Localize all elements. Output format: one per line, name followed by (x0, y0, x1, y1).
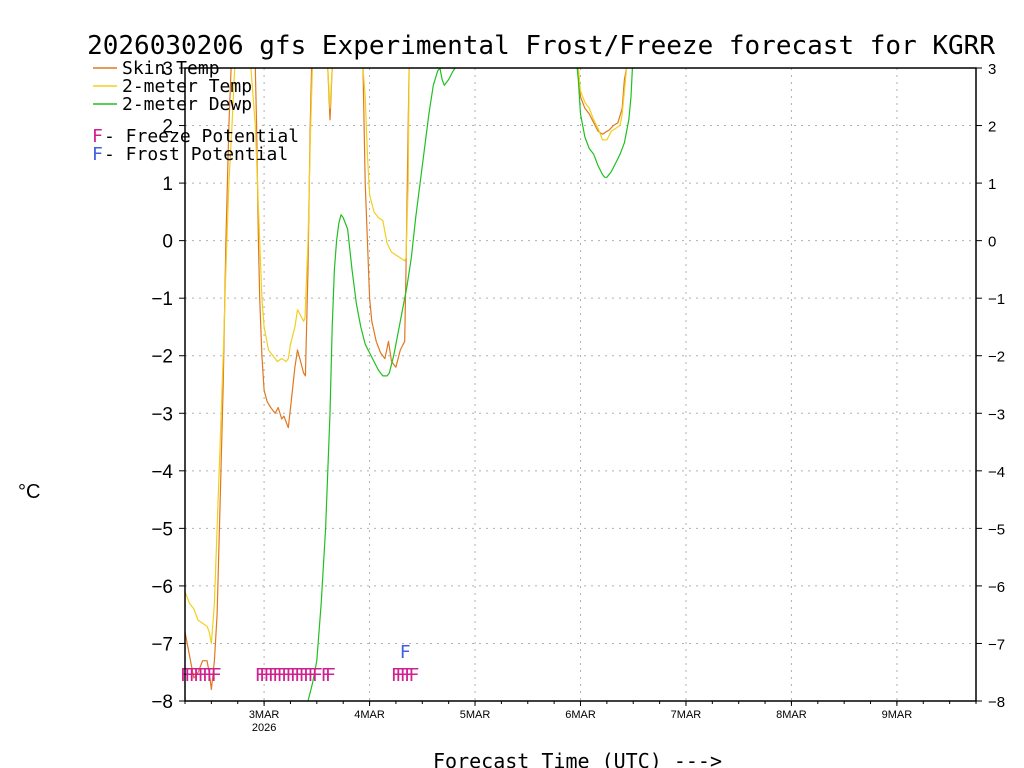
freeze-marker: F (189, 665, 200, 686)
grid (185, 68, 976, 701)
freeze-marker: F (206, 665, 217, 686)
freeze-marker: F (321, 665, 332, 686)
freeze-marker: F (211, 665, 222, 686)
x-tick-label: 4MAR (354, 709, 385, 721)
legend-marker: F (92, 144, 103, 165)
freeze-marker: F (259, 665, 270, 686)
legend-marker: F (92, 126, 103, 147)
x-tick-label: 5MAR (460, 709, 491, 721)
y-tick-label-right: 1 (988, 176, 996, 193)
freeze-marker: F (404, 665, 415, 686)
legend-label: - Frost Potential (104, 144, 288, 165)
freeze-marker: F (312, 665, 323, 686)
x-axis-label: Forecast Time (UTC) ---> (433, 749, 722, 768)
series-line-2-meter-dewp (307, 68, 634, 701)
freeze-marker: F (400, 665, 411, 686)
y-tick-label: 1 (162, 174, 173, 195)
freeze-marker: F (268, 665, 279, 686)
y-tick-label: −5 (151, 519, 173, 540)
legend-label: 2-meter Dewp (122, 94, 252, 115)
x-tick-label: 6MAR (565, 709, 596, 721)
y-axis-left: −8 −7 −6 −5 −4 −3 −2 −1 0 1 2 3 (151, 59, 185, 713)
series-group (185, 68, 634, 701)
y-tick-label-right: −2 (988, 349, 1005, 366)
freeze-marker: F (272, 665, 283, 686)
y-tick-label: −6 (151, 577, 173, 598)
freeze-marker: F (277, 665, 288, 686)
freeze-marker: F (294, 665, 305, 686)
freeze-marker: F (395, 665, 406, 686)
x-tick-label: 9MAR (882, 709, 913, 721)
y-tick-label-right: −7 (988, 636, 1005, 653)
legend-label: - Freeze Potential (104, 126, 299, 147)
y-tick-label: −7 (151, 634, 173, 655)
legend-label: Skin Temp (122, 58, 220, 79)
y-tick-label-right: 2 (988, 119, 996, 136)
y-tick-label: −8 (151, 692, 173, 713)
x-tick-label: 3MAR (249, 709, 280, 721)
freeze-marker: F (409, 665, 420, 686)
y-tick-label: 2 (162, 117, 173, 138)
y-tick-label-right: −5 (988, 521, 1005, 538)
y-tick-label-right: −4 (988, 464, 1005, 481)
x-tick-label: 7MAR (671, 709, 702, 721)
freeze-marker: F (255, 665, 266, 686)
x-tick-sublabel: 2026 (252, 722, 276, 734)
freeze-marker: F (290, 665, 301, 686)
freeze-marker: F (303, 665, 314, 686)
y-tick-label: 0 (162, 232, 173, 253)
y-tick-label-right: −6 (988, 579, 1005, 596)
series-line-2-meter-temp (185, 68, 628, 645)
y-tick-label-right: 0 (988, 234, 996, 251)
y-axis-label: °C (18, 481, 40, 503)
y-tick-label: −3 (151, 404, 173, 425)
freeze-marker: F (202, 665, 213, 686)
y-tick-label: 3 (162, 59, 173, 80)
series-line-skin-temp (185, 68, 628, 691)
freeze-marker: F (193, 665, 204, 686)
chart-title: 2026030206 gfs Experimental Frost/Freeze… (87, 31, 995, 61)
freeze-marker: F (307, 665, 318, 686)
y-tick-label-right: −3 (988, 406, 1005, 423)
y-tick-label-right: 3 (988, 61, 996, 78)
x-tick-label: 8MAR (776, 709, 807, 721)
y-tick-label-right: −8 (988, 694, 1005, 711)
freeze-marker: F (198, 665, 209, 686)
y-tick-label: −2 (151, 347, 173, 368)
frost-marker: F (400, 642, 411, 663)
freeze-marker: F (184, 665, 195, 686)
freeze-marker: F (325, 665, 336, 686)
freeze-marker: F (391, 665, 402, 686)
freeze-marker: F (299, 665, 310, 686)
freeze-marker: F (285, 665, 296, 686)
y-axis-right: −8 −7 −6 −5 −4 −3 −2 −1 0 1 2 3 (976, 61, 1005, 711)
freeze-marker: F (263, 665, 274, 686)
y-tick-label: −4 (151, 462, 173, 483)
freeze-marker: F (281, 665, 292, 686)
y-tick-label-right: −1 (988, 291, 1005, 308)
y-tick-label: −1 (151, 289, 173, 310)
legend-label: 2-meter Temp (122, 76, 252, 97)
